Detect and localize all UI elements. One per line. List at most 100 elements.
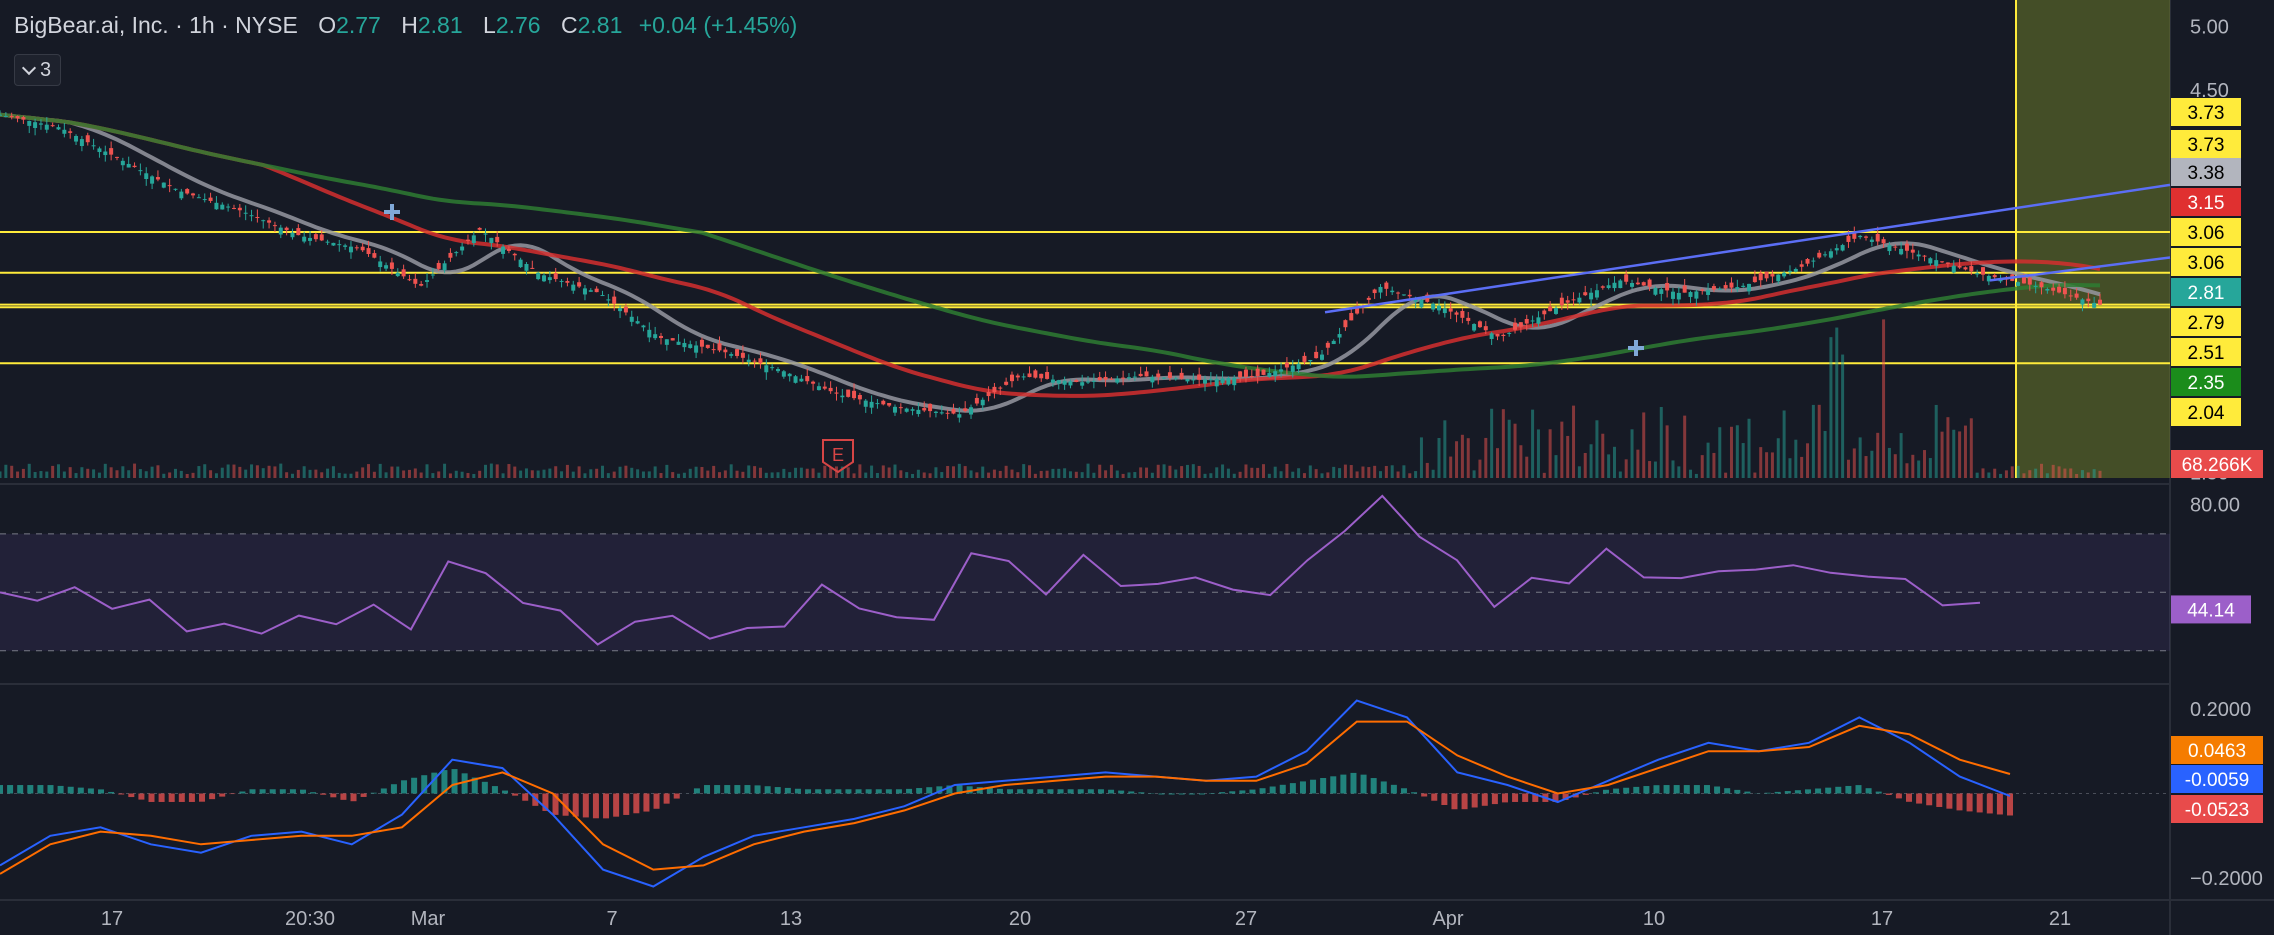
price-label-text: 2.35 — [2188, 373, 2225, 394]
macd-histogram-bar — [1441, 793, 1448, 805]
volume-bar — [1297, 468, 1301, 478]
volume-bar — [314, 469, 318, 478]
candle-body — [1419, 300, 1424, 308]
volume-bar — [1794, 439, 1798, 478]
volume-bar — [536, 470, 540, 478]
candle-body — [348, 246, 353, 253]
price-label-box — [2171, 98, 2241, 126]
volume-bar — [1841, 354, 1845, 478]
candle-body — [2057, 286, 2062, 293]
macd-histogram-bar — [1481, 793, 1488, 806]
candle-body — [1472, 324, 1477, 331]
macd-histogram-bar — [411, 777, 418, 794]
volume-bar — [747, 465, 751, 478]
candle-body — [746, 359, 751, 363]
macd-histogram-bar — [1764, 792, 1771, 794]
price-label-box — [2171, 130, 2241, 158]
macd-histogram-bar — [1259, 788, 1266, 794]
volume-bar — [1735, 425, 1739, 478]
candle-body — [1665, 282, 1670, 291]
cross-marker-icon — [1628, 340, 1644, 356]
macd-histogram-bar — [764, 786, 771, 794]
candle-body — [1284, 362, 1289, 368]
macd-histogram-bar — [1845, 785, 1852, 794]
volume-bar — [407, 469, 411, 478]
volume-bar — [372, 471, 376, 478]
macd-histogram-bar — [27, 785, 34, 794]
macd-histogram-bar — [986, 787, 993, 794]
candle-body — [1132, 376, 1137, 378]
volume-bar — [834, 466, 838, 478]
volume-bar — [1098, 464, 1102, 478]
candle-body — [1975, 273, 1980, 275]
candle-body — [1150, 376, 1155, 383]
macd-histogram-bar — [310, 792, 317, 794]
candle-body — [1396, 292, 1401, 294]
macd-histogram-bar — [1905, 793, 1912, 802]
volume-bar — [1823, 430, 1827, 478]
macd-histogram-bar — [1461, 793, 1468, 810]
indicator-legend-toggle[interactable]: 3 — [14, 54, 61, 86]
time-axis-tick: 7 — [606, 908, 617, 930]
candle-body — [664, 339, 669, 345]
macd-histogram-bar — [724, 785, 731, 794]
volume-label-box — [2171, 450, 2263, 478]
candle-body — [1904, 243, 1909, 251]
volume-bar — [1320, 473, 1324, 478]
macd-histogram-bar — [704, 785, 711, 794]
volume-bar — [1870, 450, 1874, 478]
macd-histogram-bar — [47, 785, 54, 794]
macd-histogram-bar — [582, 793, 589, 818]
candle-body — [1706, 290, 1711, 295]
symbol-title[interactable]: BigBear.ai, Inc. · 1h · NYSE — [14, 12, 298, 38]
macd-histogram-bar — [1400, 788, 1407, 794]
candle-body — [3, 115, 8, 117]
volume-bar — [992, 469, 996, 478]
candle-body — [1893, 246, 1898, 248]
volume-bar — [1928, 458, 1932, 478]
candle-body — [1817, 252, 1822, 258]
candle-body — [1916, 254, 1921, 257]
volume-bar — [1010, 469, 1014, 478]
volume-bar — [858, 464, 862, 478]
candle-body — [1115, 378, 1120, 383]
macd-histogram-bar — [1663, 785, 1670, 794]
volume-bar — [1139, 467, 1143, 478]
macd-histogram-bar — [128, 793, 135, 798]
volume-bar — [1092, 472, 1096, 478]
candle-body — [33, 122, 38, 128]
macd-histogram-bar — [592, 793, 599, 819]
volume-bar — [138, 469, 142, 478]
price-label-text: 3.15 — [2188, 193, 2225, 214]
volume-bar — [1197, 465, 1201, 478]
volume-bar — [665, 464, 669, 478]
trend-line-upper[interactable] — [1324, 183, 2171, 314]
volume-bar — [443, 463, 447, 478]
candle-body — [740, 352, 745, 358]
trend-line-lower[interactable] — [1989, 256, 2171, 282]
candle-body — [1203, 379, 1208, 384]
macd-histogram-bar — [1451, 793, 1458, 810]
volume-bar — [571, 471, 575, 478]
volume-bar — [601, 465, 605, 478]
candle-body — [2016, 282, 2021, 286]
candle-body — [536, 272, 541, 280]
macd-histogram-bar — [552, 793, 559, 815]
macd-histogram-bar — [108, 791, 115, 794]
volume-bar — [1203, 473, 1207, 478]
candle-body — [1559, 297, 1564, 306]
volume-bar — [829, 467, 833, 478]
macd-histogram-bar — [1744, 791, 1751, 794]
volume-bar — [1876, 432, 1880, 478]
candle-body — [775, 369, 780, 372]
candle-body — [296, 228, 301, 236]
candle-body — [1811, 260, 1816, 262]
candle-body — [208, 197, 213, 201]
earnings-marker-icon[interactable] — [822, 439, 854, 474]
candle-body — [1711, 286, 1716, 290]
candle-body — [1594, 290, 1599, 298]
candle-body — [1583, 292, 1588, 296]
candle-body — [822, 386, 827, 389]
